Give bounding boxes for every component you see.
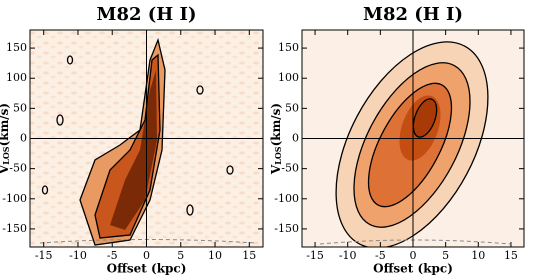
y-axis-label-unit: (km/s) xyxy=(0,103,11,147)
y-tick-label: -100 xyxy=(2,192,27,205)
x-tick-label: 10 xyxy=(208,249,222,262)
x-tick-label: 15 xyxy=(242,249,256,262)
y-axis-label-main: V xyxy=(0,164,11,175)
y-tick-label: -150 xyxy=(274,222,299,235)
y-tick-label: -50 xyxy=(9,162,27,175)
y-tick-label: 150 xyxy=(6,41,27,54)
chart-title: M82 (H I) xyxy=(97,4,197,25)
y-axis-label-main: V xyxy=(269,164,283,175)
x-tick-label: 0 xyxy=(410,249,417,262)
chart-title: M82 (H I) xyxy=(363,4,463,25)
y-tick-label: 0 xyxy=(292,132,299,145)
y-axis-label: VLOS(km/s) xyxy=(0,103,11,175)
y-tick-label: 50 xyxy=(13,101,27,114)
x-tick-label: 5 xyxy=(177,249,184,262)
y-tick-label: 150 xyxy=(278,41,299,54)
y-axis-label-sub: LOS xyxy=(273,146,283,165)
x-tick-label: 0 xyxy=(143,249,150,262)
x-tick-label: -10 xyxy=(339,249,357,262)
y-tick-label: 50 xyxy=(285,101,299,114)
y-tick-label: -50 xyxy=(281,162,299,175)
x-tick-label: -10 xyxy=(69,249,87,262)
y-axis-label-sub: LOS xyxy=(1,146,11,165)
y-tick-label: 100 xyxy=(278,71,299,84)
x-tick-label: -15 xyxy=(306,249,324,262)
x-tick-label: -5 xyxy=(107,249,118,262)
x-tick-label: 15 xyxy=(504,249,518,262)
y-tick-label: -100 xyxy=(274,192,299,205)
y-tick-label: 100 xyxy=(6,71,27,84)
y-axis-label: VLOS(km/s) xyxy=(269,103,284,175)
x-tick-label: -5 xyxy=(375,249,386,262)
x-tick-label: 10 xyxy=(471,249,485,262)
x-axis-label: Offset (kpc) xyxy=(373,262,453,276)
y-tick-label: 0 xyxy=(20,132,27,145)
x-tick-label: -15 xyxy=(35,249,53,262)
x-axis-label: Offset (kpc) xyxy=(107,262,187,276)
y-tick-label: -150 xyxy=(2,222,27,235)
x-tick-label: 5 xyxy=(442,249,449,262)
y-axis-label-unit: (km/s) xyxy=(269,103,283,147)
